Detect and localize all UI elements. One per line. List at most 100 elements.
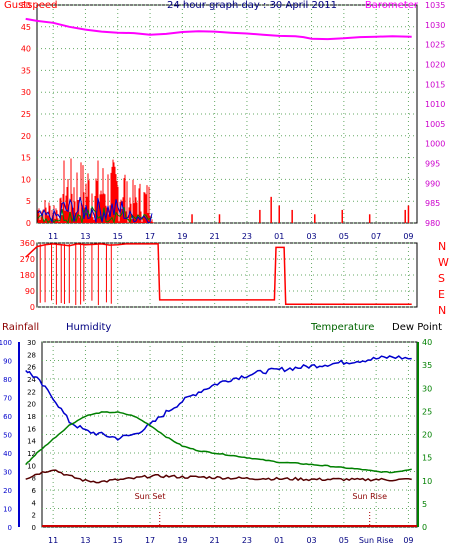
top-x-tick-label: 03 [306,232,316,241]
barometer-tick-label: 990 [425,179,440,188]
barometer-tick-label: 1020 [425,60,445,69]
barometer-tick-label: 1010 [425,100,445,109]
top-x-tick-label: 23 [242,232,252,241]
temperature-tick-label: 35 [422,361,432,370]
temperature-axis-title: Temperature [310,322,374,333]
sun-set-annotation: Sun Set [135,492,166,501]
humidity-tick-label: 8 [32,475,36,483]
humidity-tick-label: 30 [27,339,36,347]
compass-label-n: N [438,240,446,253]
top-x-tick-label: 19 [177,232,187,241]
top-x-tick-label: 13 [80,232,90,241]
temperature-tick-label: 25 [422,407,432,416]
wind-speed-series [37,196,153,224]
humidity-axis-title: Humidity [66,322,111,333]
gustspeed-axis-title: Gustspeed [4,0,57,11]
direction-tick-label: 90 [25,287,35,296]
humidity-tick-label: 20 [27,401,36,409]
compass-label-e: E [438,288,445,301]
gust-tick-label: 15 [21,154,31,163]
compass-label-w: W [438,256,449,269]
direction-tick-label: 270 [20,255,35,264]
rainfall-tick-label: 20 [3,487,12,495]
temperature-tick-label: 5 [422,500,427,509]
bottom-x-tick-label: 21 [210,536,220,545]
barometer-tick-label: 1000 [425,140,445,149]
direction-tick-label: 0 [30,303,35,312]
gust-tick-label: 30 [21,88,31,97]
barometer-tick-label: 1005 [425,120,445,129]
rainfall-tick-label: 90 [3,358,12,366]
temperature-tick-label: 40 [422,338,432,347]
bottom-x-tick-label: 09 [403,536,413,545]
top-x-tick-label: 21 [210,232,220,241]
temperature-tick-label: 15 [422,454,432,463]
dewpoint-axis-title: Dew Point [392,322,442,333]
humidity-tick-label: 26 [27,364,36,372]
top-x-tick-label: 01 [274,232,284,241]
wind-direction-series [25,243,412,306]
bottom-x-tick-label: 19 [177,536,187,545]
humidity-tick-label: 16 [27,425,36,433]
humidity-series [25,355,412,441]
bottom-x-tick-label: 11 [48,536,58,545]
humidity-tick-label: 24 [27,376,36,384]
compass-label-s: S [438,272,445,285]
top-x-tick-label: 17 [145,232,155,241]
gust-tick-label: 0 [26,219,31,228]
barometer-tick-label: 1030 [425,21,445,30]
rainfall-tick-label: 100 [0,339,12,347]
gust-tick-label: 5 [26,197,31,206]
gust-tick-label: 20 [21,132,31,141]
gust-tick-label: 10 [21,175,31,184]
temperature-tick-label: 30 [422,384,432,393]
humidity-tick-label: 4 [32,499,37,507]
barometer-tick-label: 1035 [425,1,445,10]
humidity-tick-label: 6 [32,487,37,495]
gust-tick-label: 50 [21,1,31,10]
sun-rise-annotation: Sun Rise [352,492,387,501]
barometer-axis-title: Barometer [365,0,419,11]
barometer-tick-label: 985 [425,199,440,208]
bottom-x-tick-label: 23 [242,536,252,545]
bottom-x-tick-label: 17 [145,536,155,545]
humidity-tick-label: 10 [27,462,36,470]
top-x-tick-label: 07 [371,232,381,241]
rainfall-tick-label: 10 [3,506,12,514]
temperature-tick-label: 0 [422,523,427,532]
humidity-tick-label: 14 [27,438,36,446]
rainfall-tick-label: 40 [3,450,12,458]
barometer-series [25,17,412,41]
top-x-tick-label: 09 [403,232,413,241]
compass-label-n: N [438,304,446,317]
rainfall-tick-label: 50 [3,432,12,440]
gust-tick-label: 35 [21,66,31,75]
avg-wind-series [37,205,153,225]
gust-tick-label: 25 [21,110,31,119]
direction-tick-label: 360 [20,239,35,248]
dewpoint-series [25,469,412,484]
temperature-series [25,411,412,474]
humidity-tick-label: 18 [27,413,36,421]
rainfall-axis-title: Rainfall [2,322,39,333]
bottom-x-tick-label: 05 [339,536,349,545]
rainfall-tick-label: 60 [3,413,12,421]
rainfall-tick-label: 0 [8,524,12,532]
top-x-tick-label: 05 [339,232,349,241]
rainfall-tick-label: 80 [3,376,12,384]
humidity-tick-label: 28 [27,351,36,359]
direction-tick-label: 180 [20,271,35,280]
barometer-tick-label: 1015 [425,80,445,89]
bottom-x-tick-label: Sun Rise [359,536,394,545]
gust-tick-label: 40 [21,45,31,54]
gust-tick-label: 45 [21,23,31,32]
top-x-tick-label: 11 [48,232,58,241]
humidity-tick-label: 22 [27,388,36,396]
humidity-tick-label: 0 [32,524,36,532]
humidity-tick-label: 2 [32,512,36,520]
barometer-tick-label: 995 [425,160,440,169]
rainfall-tick-label: 70 [3,395,12,403]
bottom-x-tick-label: 01 [274,536,284,545]
